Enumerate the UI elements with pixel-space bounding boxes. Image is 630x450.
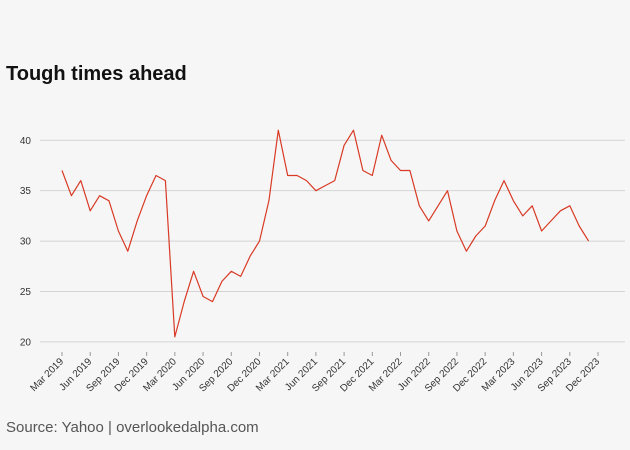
y-tick-label: 20: [20, 337, 32, 348]
y-tick-label: 40: [20, 136, 32, 147]
chart-title: Tough times ahead: [6, 63, 187, 85]
line: [61, 129, 590, 338]
y-tick-label: 30: [20, 237, 32, 248]
y-tick-label: 35: [20, 186, 32, 197]
y-tick-label: 25: [20, 287, 32, 298]
source: Source: Yahoo | overlookedalpha.com: [6, 419, 259, 436]
